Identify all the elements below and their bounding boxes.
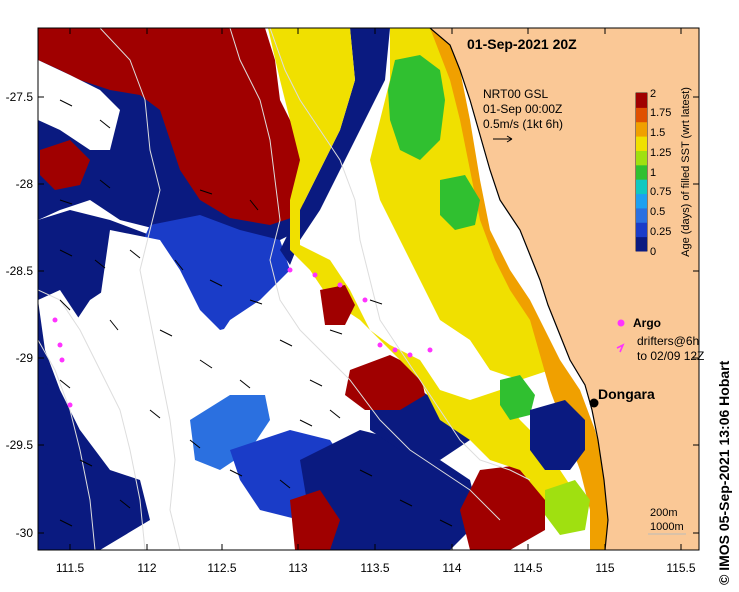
contour-200m [269, 28, 531, 481]
x-tick-label: 111.5 [56, 561, 85, 575]
x-axis-ticks [69, 28, 682, 550]
colorbar-tick: 1.25 [650, 147, 671, 159]
y-tick-label: -29.5 [6, 438, 34, 452]
drifters-label-line2: to 02/09 12Z [637, 349, 704, 363]
x-tick-label: 113.5 [360, 561, 389, 575]
y-tick-label: -28 [16, 177, 34, 191]
region-red-south-c [290, 490, 340, 550]
contour-west-3 [38, 339, 96, 550]
colorbar-tick: 1 [650, 167, 656, 179]
x-tick-label: 115 [595, 561, 614, 575]
colorbar-segment [636, 150, 647, 166]
plot-frame [37, 27, 700, 551]
x-tick-label: 114.5 [513, 561, 542, 575]
region-green-north [388, 55, 445, 160]
argo-legend-marker [617, 319, 625, 327]
coastline [429, 28, 609, 550]
colorbar-segment [636, 136, 647, 151]
x-tick-label: 114 [442, 561, 461, 575]
region-lightgreen-south [545, 480, 590, 535]
region-dark-blue-south [300, 430, 480, 550]
colorbar-segment [636, 207, 647, 223]
colorbar-segment [636, 179, 647, 195]
sst-age-field [38, 28, 699, 550]
colorbar-tick: 1.75 [650, 107, 671, 119]
colorbar-segment [636, 193, 647, 209]
colorbar-segment [636, 222, 647, 238]
region-green-south [500, 375, 535, 420]
region-dark-blue-sw [38, 380, 150, 550]
region-blue-south-1 [190, 395, 270, 470]
velocity-legend-line3: 0.5m/s (1kt 6h) [483, 117, 563, 131]
drifters-label-line1: drifters@6h [637, 334, 699, 348]
colorbar-segment [636, 164, 647, 180]
colorbar-tick: 2 [650, 88, 656, 100]
region-dark-red-north [38, 28, 310, 225]
colorbar-tick: 0.25 [650, 226, 671, 238]
colorbar-segment [636, 107, 647, 123]
colorbar-tick: 0.5 [650, 206, 665, 218]
y-tick-label: -28.5 [6, 264, 34, 278]
footer-credit: © IMOS 05-Sep-2021 13:06 Hobart [716, 360, 732, 585]
colorbar [635, 92, 648, 252]
velocity-legend-line1: NRT00 GSL [483, 87, 548, 101]
region-no-data-central [100, 230, 380, 470]
velocity-legend-line2: 01-Sep 00:00Z [483, 102, 562, 116]
colorbar-segment [636, 93, 647, 108]
region-dark-red-nw-small [40, 140, 90, 190]
colorbar-segment [636, 121, 647, 137]
colorbar-segment [636, 236, 647, 252]
colorbar-tick-labels: 2 1.75 1.5 1.25 1 0.75 0.5 0.25 0 [650, 88, 671, 258]
velocity-scale-arrow [493, 135, 513, 143]
velocity-arrows [59, 99, 453, 527]
y-tick-label: -27.5 [6, 90, 34, 104]
colorbar-tick: 0 [650, 246, 656, 258]
colorbar-label: Age (days) of filled SST (wrt latest) [680, 87, 692, 257]
land [430, 28, 699, 550]
region-dark-blue-diagonal [280, 28, 390, 265]
region-blue-coastal [530, 400, 585, 470]
y-axis: -27.5 -28 -28.5 -29 -29.5 -30 [6, 90, 34, 540]
map-title: 01-Sep-2021 20Z [467, 36, 577, 52]
colorbar-segments [636, 93, 647, 252]
x-axis: 111.5 112 112.5 113 113.5 114 114.5 115 … [56, 561, 696, 575]
contour-west-1 [99, 28, 181, 550]
region-red-south-a [345, 355, 425, 410]
depth-legend-1000m: 1000m [650, 521, 684, 533]
region-green-mid [440, 175, 480, 230]
region-no-data-north [38, 60, 120, 150]
y-tick-label: -29 [16, 351, 34, 365]
dongara-marker [589, 398, 599, 408]
drifter-tracks [52, 267, 433, 408]
place-label-dongara: Dongara [598, 386, 655, 402]
y-axis-ticks [38, 96, 699, 534]
contour-1000m [229, 28, 501, 521]
contour-west-2 [38, 289, 146, 550]
depth-legend-200m: 200m [650, 507, 678, 519]
x-tick-label: 115.5 [666, 561, 695, 575]
colorbar-tick: 0.75 [650, 186, 671, 198]
drifter-legend-marker [616, 343, 625, 353]
y-tick-label: -30 [16, 526, 34, 540]
region-no-data-sw [38, 290, 110, 440]
x-tick-label: 113 [288, 561, 307, 575]
x-tick-label: 112.5 [207, 561, 236, 575]
argo-label: Argo [633, 316, 661, 330]
colorbar-tick: 1.5 [650, 127, 665, 139]
region-red-mid [320, 285, 355, 325]
x-tick-label: 112 [137, 561, 156, 575]
region-red-south-b [460, 465, 545, 550]
